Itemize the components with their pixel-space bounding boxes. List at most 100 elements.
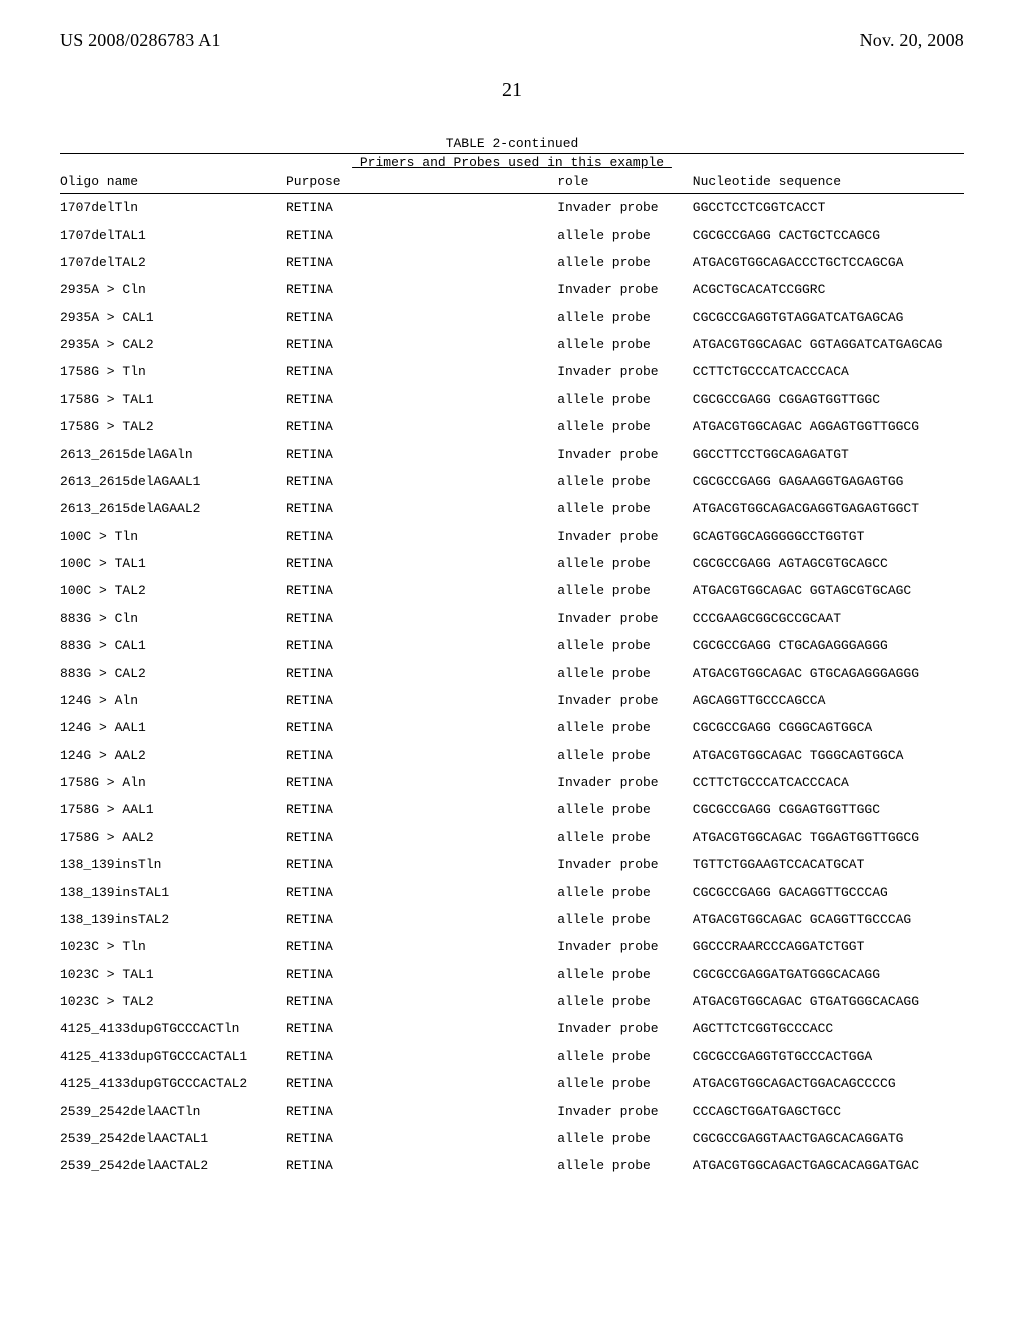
page: US 2008/0286783 A1 Nov. 20, 2008 21 TABL… (0, 0, 1024, 1320)
table-cell: ACGCTGCACATCCGGRC (693, 276, 964, 303)
table-cell: GGCCTTCCTGGCAGAGATGT (693, 440, 964, 467)
table-row: 1707delTlnRETINAInvader probeGGCCTCCTCGG… (60, 194, 964, 222)
table-row: 1758G > TAL1RETINAallele probeCGCGCCGAGG… (60, 386, 964, 413)
table-cell: allele probe (557, 249, 693, 276)
table-cell: 1707delTAL2 (60, 249, 286, 276)
table-cell: ATGACGTGGCAGACGAGGTGAGAGTGGCT (693, 495, 964, 522)
table-cell: Invader probe (557, 276, 693, 303)
table-row: 138_139insTAL1RETINAallele probeCGCGCCGA… (60, 878, 964, 905)
table-cell: ATGACGTGGCAGAC TGGAGTGGTTGGCG (693, 824, 964, 851)
table-row: 2613_2615delAGAlnRETINAInvader probeGGCC… (60, 440, 964, 467)
table-cell: allele probe (557, 1152, 693, 1179)
table-cell: allele probe (557, 468, 693, 495)
table-cell: allele probe (557, 659, 693, 686)
table-row: 4125_4133dupGTGCCCACTAL2RETINAallele pro… (60, 1070, 964, 1097)
table-cell: ATGACGTGGCAGAC AGGAGTGGTTGGCG (693, 413, 964, 440)
table-cell: 1023C > Tln (60, 933, 286, 960)
table-cell: Invader probe (557, 194, 693, 222)
table-cell: Invader probe (557, 440, 693, 467)
table-cell: 1758G > TAL2 (60, 413, 286, 440)
table-cell: RETINA (286, 331, 557, 358)
table-cell: RETINA (286, 933, 557, 960)
table-cell: 2935A > Cln (60, 276, 286, 303)
table-cell: allele probe (557, 906, 693, 933)
table-cell: ATGACGTGGCAGAC GGTAGGATCATGAGCAG (693, 331, 964, 358)
table-cell: 1758G > AAL1 (60, 796, 286, 823)
table-cell: ATGACGTGGCAGAC TGGGCAGTGGCA (693, 742, 964, 769)
table-cell: CGCGCCGAGG AGTAGCGTGCAGCC (693, 550, 964, 577)
table-cell: allele probe (557, 304, 693, 331)
table-cell: ATGACGTGGCAGACCCTGCTCCAGCGA (693, 249, 964, 276)
table-cell: 124G > Aln (60, 687, 286, 714)
table-cell: RETINA (286, 1043, 557, 1070)
table-cell: Invader probe (557, 769, 693, 796)
table-cell: CGCGCCGAGG CGGAGTGGTTGGC (693, 386, 964, 413)
table-cell: Invader probe (557, 1097, 693, 1124)
table-cell: CCCGAAGCGGCGCCGCAAT (693, 605, 964, 632)
table-cell: RETINA (286, 249, 557, 276)
table-cell: allele probe (557, 577, 693, 604)
table-cell: 2613_2615delAGAAL2 (60, 495, 286, 522)
table-cell: 2613_2615delAGAAL1 (60, 468, 286, 495)
table-cell: RETINA (286, 1097, 557, 1124)
col-seq: Nucleotide sequence (693, 172, 964, 194)
table-cell: ATGACGTGGCAGAC GCAGGTTGCCCAG (693, 906, 964, 933)
table-cell: 883G > CAL1 (60, 632, 286, 659)
table-cell: 4125_4133dupGTGCCCACTln (60, 1015, 286, 1042)
table-cell: Invader probe (557, 523, 693, 550)
table-cell: Invader probe (557, 687, 693, 714)
table-row: 2613_2615delAGAAL1RETINAallele probeCGCG… (60, 468, 964, 495)
table-cell: RETINA (286, 1125, 557, 1152)
table-cell: allele probe (557, 714, 693, 741)
header-left: US 2008/0286783 A1 (60, 30, 221, 51)
table-cell: RETINA (286, 632, 557, 659)
table-cell: allele probe (557, 1043, 693, 1070)
table-header-row: Oligo name Purpose role Nucleotide seque… (60, 172, 964, 194)
table-row: 1707delTAL2RETINAallele probeATGACGTGGCA… (60, 249, 964, 276)
table-cell: 4125_4133dupGTGCCCACTAL1 (60, 1043, 286, 1070)
table-cell: AGCAGGTTGCCCAGCCA (693, 687, 964, 714)
table-caption: TABLE 2-continued (60, 136, 964, 151)
table-cell: 1758G > AAL2 (60, 824, 286, 851)
table-cell: RETINA (286, 796, 557, 823)
table-cell: allele probe (557, 331, 693, 358)
table-cell: RETINA (286, 714, 557, 741)
table-cell: RETINA (286, 1015, 557, 1042)
table-cell: allele probe (557, 961, 693, 988)
table-row: 1023C > TlnRETINAInvader probeGGCCCRAARC… (60, 933, 964, 960)
table-cell: RETINA (286, 742, 557, 769)
table-cell: RETINA (286, 878, 557, 905)
table-cell: 2539_2542delAACTln (60, 1097, 286, 1124)
table-cell: TGTTCTGGAAGTCCACATGCAT (693, 851, 964, 878)
table-cell: RETINA (286, 304, 557, 331)
col-oligo: Oligo name (60, 172, 286, 194)
table-cell: CGCGCCGAGG CTGCAGAGGGAGGG (693, 632, 964, 659)
table-cell: 883G > CAL2 (60, 659, 286, 686)
table-cell: GGCCTCCTCGGTCACCT (693, 194, 964, 222)
table-cell: RETINA (286, 1152, 557, 1179)
table-cell: Invader probe (557, 605, 693, 632)
table-cell: 100C > Tln (60, 523, 286, 550)
table-cell: RETINA (286, 221, 557, 248)
table-cell: GCAGTGGCAGGGGGCCTGGTGT (693, 523, 964, 550)
table-cell: allele probe (557, 878, 693, 905)
table-row: 124G > AAL1RETINAallele probeCGCGCCGAGG … (60, 714, 964, 741)
table-cell: RETINA (286, 468, 557, 495)
table-cell: CGCGCCGAGG GACAGGTTGCCCAG (693, 878, 964, 905)
table-row: 2935A > CAL2RETINAallele probeATGACGTGGC… (60, 331, 964, 358)
table-cell: allele probe (557, 221, 693, 248)
table-body: 1707delTlnRETINAInvader probeGGCCTCCTCGG… (60, 194, 964, 1180)
table-cell: CGCGCCGAGG GAGAAGGTGAGAGTGG (693, 468, 964, 495)
table-cell: Invader probe (557, 851, 693, 878)
table-cell: Invader probe (557, 933, 693, 960)
table-row: 883G > CAL2RETINAallele probeATGACGTGGCA… (60, 659, 964, 686)
table-row: 4125_4133dupGTGCCCACTlnRETINAInvader pro… (60, 1015, 964, 1042)
table-cell: CCTTCTGCCCATCACCCACA (693, 358, 964, 385)
table-cell: RETINA (286, 550, 557, 577)
table-row: 2539_2542delAACTAL1RETINAallele probeCGC… (60, 1125, 964, 1152)
table-row: 1758G > TlnRETINAInvader probeCCTTCTGCCC… (60, 358, 964, 385)
table-cell: 1707delTln (60, 194, 286, 222)
table-cell: 138_139insTln (60, 851, 286, 878)
table-subtitle: Primers and Probes used in this example (60, 155, 964, 170)
top-rule (60, 153, 964, 154)
